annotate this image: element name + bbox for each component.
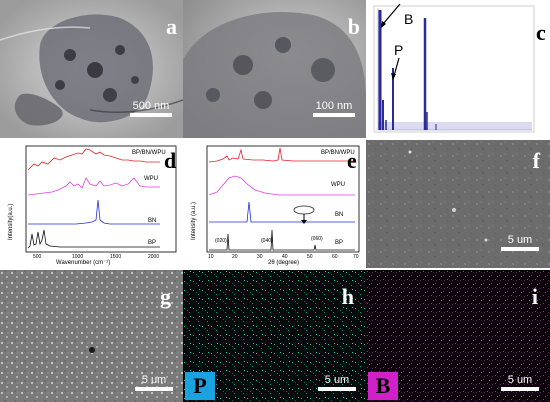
eds-spectrum-plot: B P c xyxy=(373,3,546,133)
panel-e-xrd-patterns: Intensity (a.u.) 2θ (degree) 10 20 30 40… xyxy=(183,140,366,268)
eds-label-b: B xyxy=(404,11,413,27)
panel-letter-c: c xyxy=(536,20,546,45)
ftir-label-bn: BN xyxy=(148,218,156,224)
eds-label-p: P xyxy=(394,42,403,58)
scale-label-f: 5 um xyxy=(507,234,533,246)
scale-line-h xyxy=(318,387,356,391)
panel-letter-h: h xyxy=(341,284,354,309)
scale-bar-g: 5 um xyxy=(135,374,173,391)
scale-label-a: 500 nm xyxy=(132,100,170,112)
panel-letter-d: d xyxy=(164,148,177,173)
xrd-curve-bn xyxy=(209,201,355,223)
ftir-tick-1000: 1000 xyxy=(72,254,83,260)
xrd-xlabel: 2θ (degree) xyxy=(268,260,299,266)
ftir-label-bpbnwpu: BP/BN/WPU xyxy=(132,150,166,156)
panel-letter-a: a xyxy=(166,14,177,39)
xrd-tick-10: 10 xyxy=(208,254,214,260)
xrd-label-bp: BP xyxy=(335,240,343,246)
xrd-curve-bpbnwpu xyxy=(208,147,355,163)
ftir-curve-bn xyxy=(28,199,160,225)
ftir-xlabel: Wavenumber (cm⁻¹) xyxy=(56,260,110,266)
xrd-tick-70: 70 xyxy=(353,254,359,260)
sem-texture-f xyxy=(366,140,550,268)
scale-line-b xyxy=(313,113,355,117)
tem-image-a xyxy=(0,0,183,138)
scale-line-a xyxy=(130,113,172,117)
scale-bar-f: 5 um xyxy=(501,234,539,251)
panel-i-b-element-map: i B 5 um xyxy=(366,270,550,402)
scale-label-i: 5 um xyxy=(507,374,533,386)
xrd-tick-60: 60 xyxy=(332,254,338,260)
xrd-tick-50: 50 xyxy=(307,254,313,260)
panel-letter-f: f xyxy=(532,148,540,173)
panel-f-sem-image: f 5 um xyxy=(366,140,550,268)
scale-line-f xyxy=(501,247,539,251)
ftir-curve-bp xyxy=(27,229,160,249)
xrd-tick-labels: 10 20 30 40 50 60 70 xyxy=(208,254,359,260)
xrd-peak-040: (040) xyxy=(261,238,273,244)
ftir-curve-wpu xyxy=(27,177,160,196)
element-label-b: B xyxy=(368,372,398,400)
scale-line-i xyxy=(501,387,539,391)
scale-bar-h: 5 um xyxy=(318,374,356,391)
ftir-label-bp: BP xyxy=(148,240,156,246)
ftir-tick-labels: 500 1000 1500 2000 xyxy=(33,254,159,260)
element-label-p: P xyxy=(185,372,215,400)
ftir-label-wpu: WPU xyxy=(144,176,158,182)
panel-letter-e: e xyxy=(347,148,357,173)
xrd-peak-020: (020) xyxy=(215,238,227,244)
panel-letter-g: g xyxy=(160,284,171,309)
scale-label-h: 5 um xyxy=(324,374,350,386)
tem-image-b xyxy=(183,0,366,138)
scale-line-g xyxy=(135,387,173,391)
panel-h-p-element-map: h P 5 um xyxy=(183,270,366,402)
scale-label-g: 5 um xyxy=(141,374,167,386)
scale-bar-a: 500 nm xyxy=(130,100,172,117)
xrd-curve-wpu xyxy=(208,175,355,196)
xrd-curve-bp xyxy=(209,229,355,251)
xrd-tick-20: 20 xyxy=(232,254,238,260)
xrd-peak-060: (060) xyxy=(311,236,323,242)
xrd-label-bpbnwpu: BP/BN/WPU xyxy=(321,150,355,156)
xrd-plot: Intensity (a.u.) 2θ (degree) 10 20 30 40… xyxy=(191,145,360,266)
sem-texture-g xyxy=(0,270,183,402)
panel-b-tem-image: b 100 nm xyxy=(183,0,366,138)
ftir-plot: Intensity(a.u.) Wavenumber (cm⁻¹) 500 10… xyxy=(8,145,177,266)
scale-label-b: 100 nm xyxy=(315,100,353,112)
panel-letter-b: b xyxy=(347,14,360,39)
ftir-curve-bpbnwpu xyxy=(27,148,160,171)
xrd-label-bn: BN xyxy=(335,212,343,218)
xrd-tick-30: 30 xyxy=(257,254,263,260)
ftir-tick-2000: 2000 xyxy=(148,254,159,260)
xrd-label-wpu: WPU xyxy=(331,182,345,188)
scale-bar-b: 100 nm xyxy=(313,100,355,117)
ftir-tick-500: 500 xyxy=(33,254,42,260)
ftir-tick-1500: 1500 xyxy=(110,254,121,260)
panel-c-eds-spectrum: B P c xyxy=(366,0,550,138)
panel-letter-i: i xyxy=(531,284,538,309)
panel-g-sem-image: g 5 um xyxy=(0,270,183,402)
ftir-ylabel: Intensity(a.u.) xyxy=(8,204,14,240)
scale-bar-i: 5 um xyxy=(501,374,539,391)
xrd-tick-40: 40 xyxy=(282,254,288,260)
panel-a-tem-image: a 500 nm xyxy=(0,0,183,138)
xrd-ylabel: Intensity (a.u.) xyxy=(191,202,197,240)
xrd-zoom-marker xyxy=(293,205,315,215)
panel-d-ftir-spectra: Intensity(a.u.) Wavenumber (cm⁻¹) 500 10… xyxy=(0,140,183,268)
